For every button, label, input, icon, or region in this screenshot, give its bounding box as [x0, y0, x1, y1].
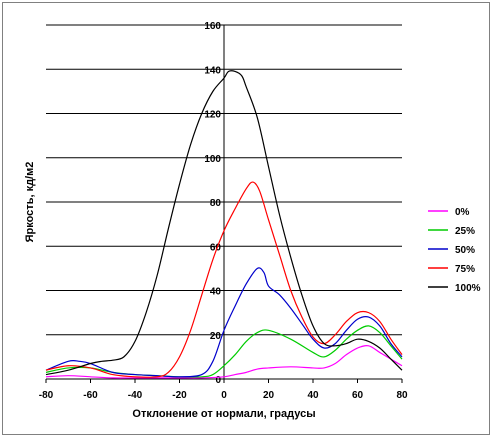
y-tick-label: 160: [204, 21, 221, 32]
chart-frame: 0 20 40 60 80 100 120 140 160 -80 -60 -40 -20 0 20 40 6…: [2, 2, 490, 435]
y-tick-label: 140: [204, 65, 221, 76]
series-line-50%: [45, 267, 403, 378]
legend-label: 25%: [455, 226, 475, 237]
x-axis-title: Отклонение от нормали, градусы: [132, 408, 315, 420]
legend-label: 100%: [455, 283, 481, 294]
x-tick-label: -40: [128, 390, 143, 401]
y-tick-label: 0: [215, 375, 221, 386]
y-tick-label: 40: [210, 287, 222, 298]
x-tick-label: 40: [307, 390, 319, 401]
legend-label: 50%: [455, 245, 475, 256]
x-tick-label: -20: [172, 390, 187, 401]
y-tick-label: 20: [210, 331, 222, 342]
series-line-100%: [45, 70, 403, 376]
legend-label: 75%: [455, 264, 475, 275]
x-tick-labels: -80 -60 -40 -20 0 20 40 60 80: [39, 390, 408, 401]
y-tick-labels: 0 20 40 60 80 100 120 140 160: [204, 21, 221, 386]
legend: 0% 25% 50% 75% 100%: [428, 207, 481, 294]
axes: [45, 25, 403, 383]
x-tick-label: 0: [221, 390, 227, 401]
y-tick-label: 80: [210, 198, 222, 209]
x-tick-label: 60: [352, 390, 364, 401]
x-tick-label: 20: [263, 390, 275, 401]
y-tick-label: 100: [204, 154, 221, 165]
x-tick-label: -60: [83, 390, 98, 401]
series-line-75%: [45, 181, 403, 378]
line-chart: 0 20 40 60 80 100 120 140 160 -80 -60 -40 -20 0 20 40 6…: [24, 21, 481, 420]
x-tick-label: 80: [396, 390, 408, 401]
series-line-0%: [45, 345, 403, 379]
x-tick-label: -80: [39, 390, 54, 401]
series-lines: [45, 70, 403, 379]
legend-label: 0%: [455, 207, 470, 218]
y-tick-label: 60: [210, 242, 222, 253]
y-tick-label: 120: [204, 110, 221, 121]
y-axis-title: Яркость, кд/м2: [24, 162, 36, 243]
